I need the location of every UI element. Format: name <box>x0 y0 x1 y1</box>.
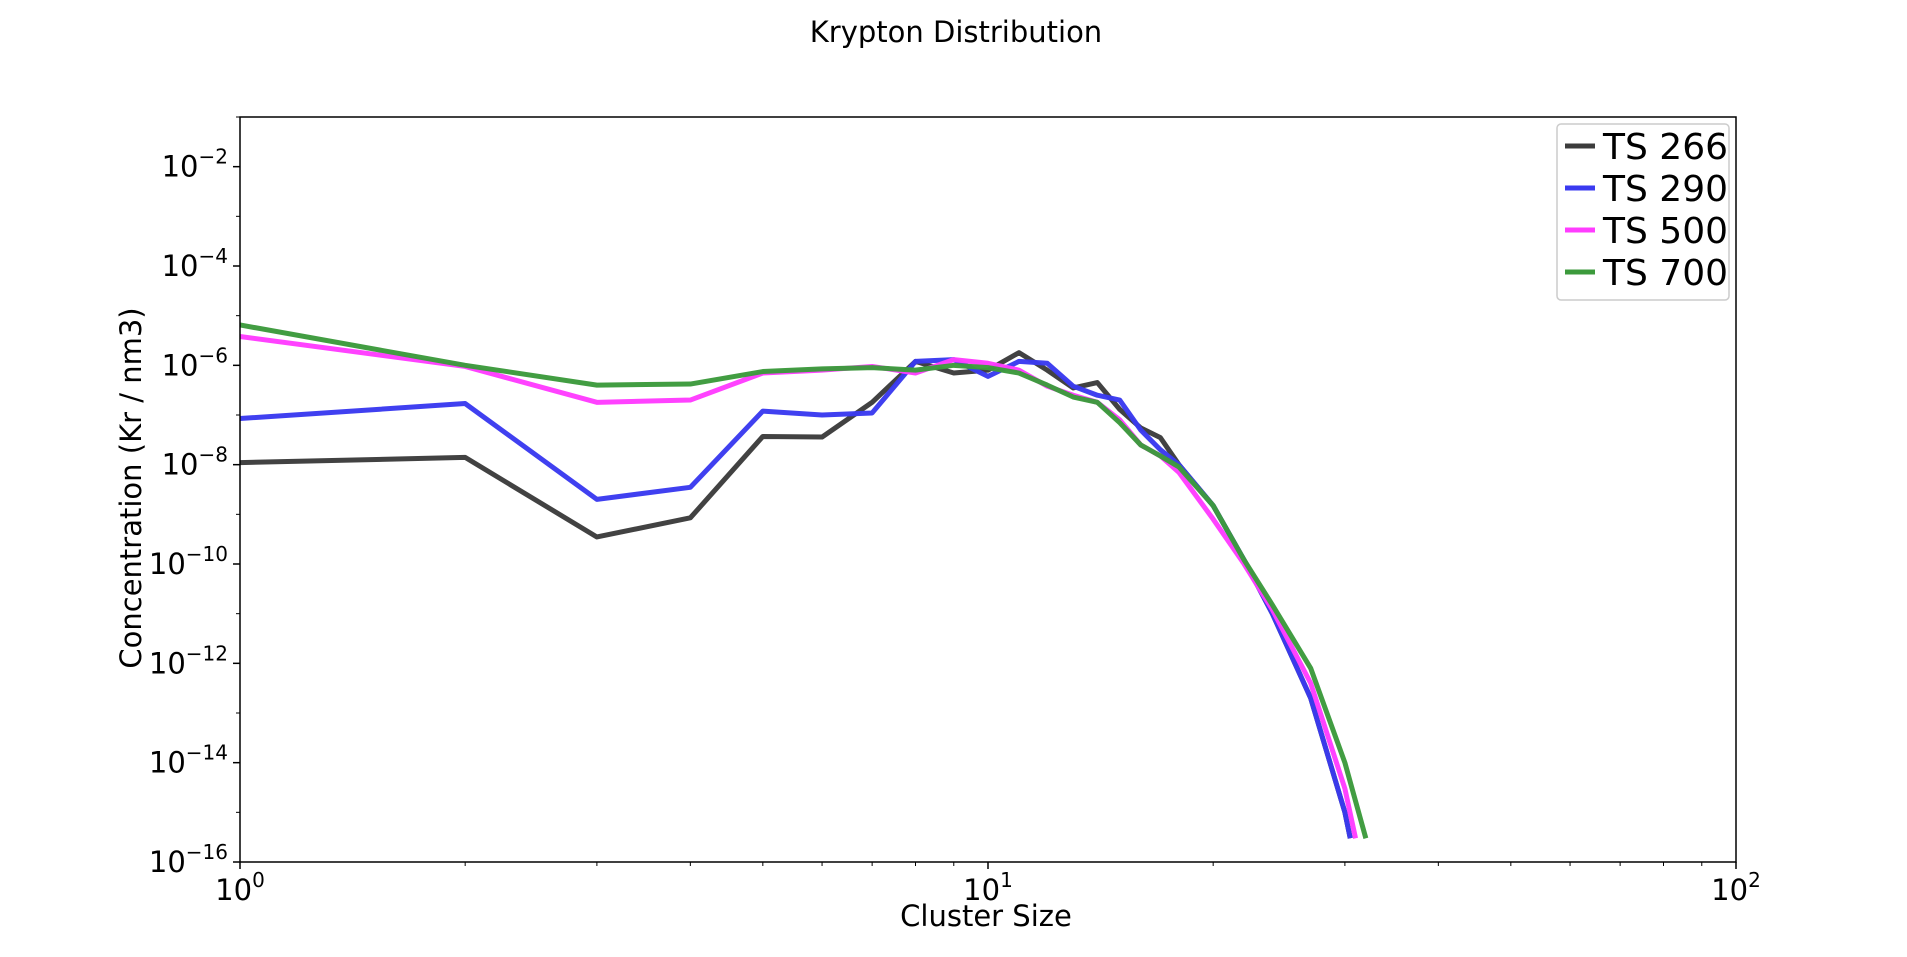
legend-label: TS 500 <box>1602 211 1728 252</box>
legend-label: TS 700 <box>1602 253 1728 294</box>
series-line-ts-290 <box>239 357 1353 839</box>
legend-label: TS 266 <box>1602 127 1728 168</box>
y-tick-label: 10−12 <box>149 641 228 680</box>
chart-title: Krypton Distribution <box>810 15 1102 49</box>
y-axis-label: Concentration (Kr / nm3) <box>114 307 148 668</box>
series-line-ts-266 <box>239 350 1353 839</box>
y-tick-label: 10−8 <box>162 443 228 482</box>
x-tick-label: 102 <box>1711 868 1761 907</box>
series-lines <box>239 322 1369 839</box>
legend-box <box>1556 123 1730 301</box>
series-line-ts-700 <box>239 322 1369 839</box>
y-tick-label: 10−10 <box>149 542 228 581</box>
y-tick-label: 10−2 <box>162 145 228 184</box>
x-tick-label: 101 <box>963 868 1013 907</box>
y-tick-label: 10−14 <box>149 741 228 780</box>
y-tick-label: 10−4 <box>162 244 228 283</box>
x-axis-label: Cluster Size <box>900 899 1072 933</box>
legend-label: TS 290 <box>1602 169 1728 210</box>
y-tick-label: 10−16 <box>149 840 228 879</box>
y-tick-label: 10−6 <box>162 343 228 382</box>
plot-area-frame <box>239 116 1737 863</box>
x-tick-label: 100 <box>215 868 265 907</box>
axis-ticks: 100 101 102 10−2 10−4 10−6 10−8 10−10 10−12 10−14… <box>149 116 1761 907</box>
